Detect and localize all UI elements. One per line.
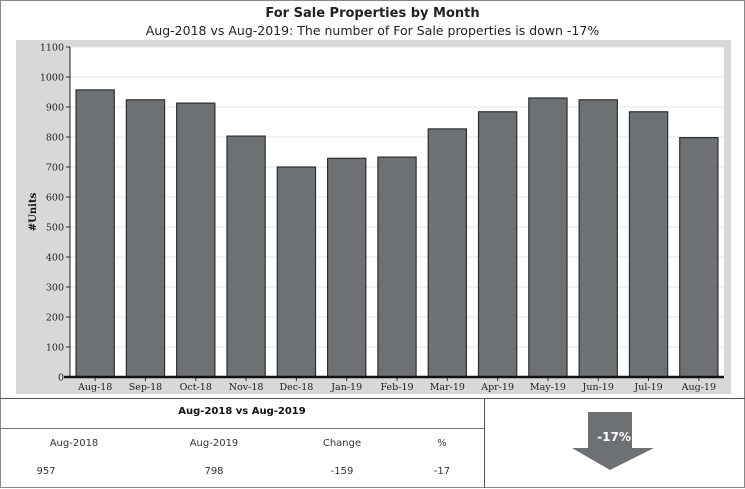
x-tick-label: Jan-19 bbox=[330, 382, 362, 393]
value-change: -159 bbox=[330, 466, 354, 477]
x-tick-label: Dec-18 bbox=[279, 382, 313, 393]
down-arrow-icon bbox=[572, 412, 654, 470]
panel-divider bbox=[484, 398, 485, 488]
y-tick-label: 1000 bbox=[40, 73, 64, 84]
change-indicator-label: -17% bbox=[597, 430, 631, 444]
bar-may-19 bbox=[528, 97, 568, 378]
header-aug-2018: Aug-2018 bbox=[49, 438, 99, 449]
y-tick-label: 100 bbox=[46, 343, 64, 354]
x-tick-label: Oct-18 bbox=[180, 382, 212, 393]
y-tick-label: 1100 bbox=[40, 43, 64, 54]
chart-subtitle: Aug-2018 vs Aug-2019: The number of For … bbox=[145, 23, 600, 38]
bar-jul-19 bbox=[628, 111, 669, 378]
x-tick-label: Jun-19 bbox=[582, 382, 614, 393]
bar-feb-19 bbox=[377, 156, 417, 378]
comparison-table-title: Aug-2018 vs Aug-2019 bbox=[178, 406, 306, 417]
bar-aug-19 bbox=[679, 136, 719, 378]
x-tick-label: Sep-18 bbox=[129, 382, 163, 393]
bar-mar-19 bbox=[427, 128, 468, 378]
x-tick-label: Apr-19 bbox=[480, 382, 514, 393]
x-tick-label: Jul-19 bbox=[633, 382, 662, 393]
y-tick-label: 500 bbox=[46, 223, 64, 234]
header-aug-2019: Aug-2019 bbox=[189, 438, 239, 449]
x-tick-label: Aug-19 bbox=[681, 382, 716, 393]
x-tick-label: Aug-18 bbox=[77, 382, 112, 393]
y-tick-label: 400 bbox=[46, 253, 64, 264]
chart-title: For Sale Properties by Month bbox=[265, 6, 480, 21]
bar-jan-19 bbox=[326, 157, 367, 378]
x-tick-label: Feb-19 bbox=[380, 382, 413, 393]
y-tick-label: 300 bbox=[46, 283, 64, 294]
y-tick-label: 200 bbox=[46, 313, 64, 324]
value-aug-2019: 798 bbox=[204, 466, 224, 477]
x-tick-label: May-19 bbox=[530, 382, 566, 393]
header-percent: % bbox=[437, 438, 447, 449]
y-tick-label: 0 bbox=[58, 373, 64, 384]
bar-chart: 0 100 200 300 400 500 600 700 800 900 1000 1100 #Uni… bbox=[16, 40, 731, 394]
bar-aug-18 bbox=[75, 89, 115, 378]
comparison-panel bbox=[0, 398, 745, 489]
y-tick-label: 700 bbox=[46, 163, 64, 174]
value-percent: -17 bbox=[433, 466, 451, 477]
x-tick-label: Mar-19 bbox=[430, 382, 465, 393]
y-tick-label: 800 bbox=[46, 133, 64, 144]
value-aug-2018: 957 bbox=[36, 466, 56, 477]
y-tick-label: 600 bbox=[46, 193, 64, 204]
bar-jun-19 bbox=[578, 99, 618, 378]
header-change: Change bbox=[322, 438, 362, 449]
y-tick-label: 900 bbox=[46, 103, 64, 114]
bar-nov-18 bbox=[226, 135, 266, 378]
bar-apr-19 bbox=[477, 111, 518, 378]
y-axis-label: #Units bbox=[28, 192, 39, 231]
bar-sep-18 bbox=[125, 99, 166, 378]
table-divider bbox=[0, 428, 484, 429]
x-tick-label: Nov-18 bbox=[229, 382, 264, 393]
bar-oct-18 bbox=[176, 102, 216, 378]
bar-dec-18 bbox=[276, 166, 317, 378]
